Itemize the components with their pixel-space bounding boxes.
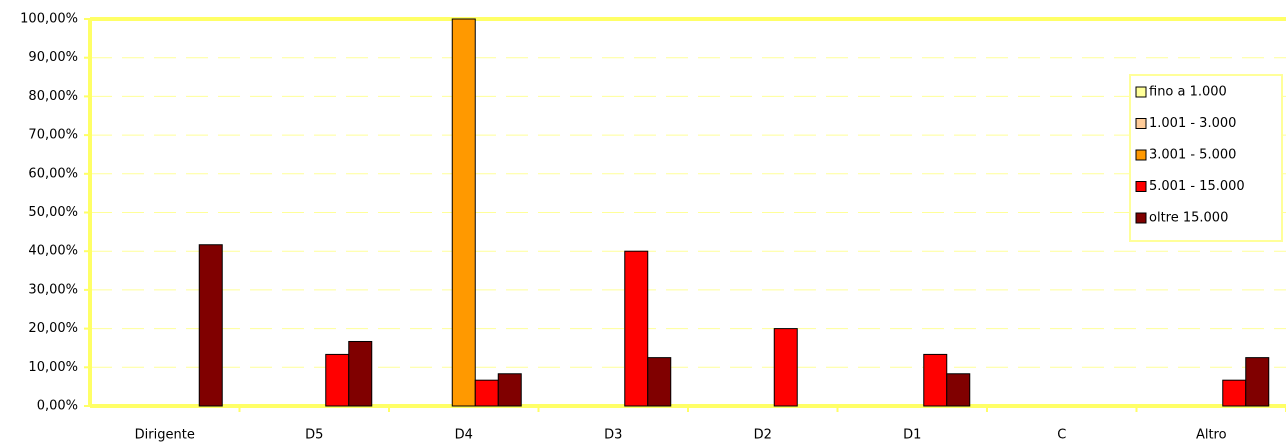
y-tick-label: 30,00% [28,282,78,297]
legend-swatch [1135,118,1147,129]
legend-swatch [1135,149,1147,161]
bar [348,340,373,407]
y-tick-label: 100,00% [20,12,78,27]
bar [497,373,522,407]
bar [647,357,672,407]
legend-label: 1.001 - 3.000 [1149,116,1236,131]
bar [773,328,798,407]
bar [474,379,499,407]
legend-swatch [1135,212,1147,224]
y-tick-label: 70,00% [28,128,78,143]
y-tick-label: 10,00% [28,360,78,375]
y-tick-label: 0,00% [37,399,78,414]
bar [325,353,350,407]
bar [1222,379,1247,407]
x-tick-label: C [1057,428,1066,443]
bar [1245,357,1270,407]
bar [946,373,971,407]
y-tick-label: 50,00% [28,205,78,220]
legend-box [1129,74,1283,242]
bar [198,244,223,407]
x-tick-label: Dirigente [135,428,195,443]
y-tick-label: 80,00% [28,89,78,104]
x-tick-label: D2 [754,428,772,443]
y-tick-label: 40,00% [28,244,78,259]
legend-label: oltre 15.000 [1149,211,1228,226]
x-tick-label: D1 [903,428,921,443]
y-tick-label: 60,00% [28,166,78,181]
legend-label: fino a 1.000 [1149,85,1227,100]
legend-label: 3.001 - 5.000 [1149,148,1236,163]
legend-swatch [1135,181,1147,192]
bar [624,250,649,407]
x-tick-label: D5 [305,428,323,443]
y-tick-label: 90,00% [28,50,78,65]
x-tick-label: Altro [1196,428,1227,443]
bar [923,353,948,407]
x-tick-label: D3 [604,428,622,443]
legend-swatch [1135,86,1147,98]
bar [451,18,476,407]
y-tick-label: 20,00% [28,321,78,336]
x-tick-label: D4 [455,428,473,443]
legend-label: 5.001 - 15.000 [1149,179,1245,194]
